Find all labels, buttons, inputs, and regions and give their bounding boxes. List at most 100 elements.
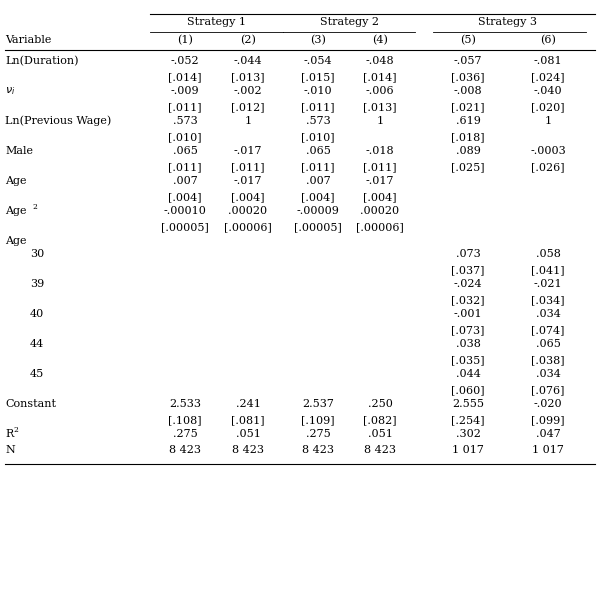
Text: Ln(Previous Wage): Ln(Previous Wage)	[5, 115, 111, 126]
Text: -.00009: -.00009	[297, 206, 339, 216]
Text: .051: .051	[368, 429, 393, 439]
Text: [.011]: [.011]	[301, 162, 335, 172]
Text: (2): (2)	[240, 35, 256, 45]
Text: [.00005]: [.00005]	[161, 222, 209, 232]
Text: [.036]: [.036]	[451, 72, 485, 82]
Text: .044: .044	[455, 369, 481, 379]
Text: .065: .065	[172, 146, 197, 156]
Text: -.002: -.002	[234, 86, 262, 96]
Text: -.017: -.017	[366, 176, 394, 186]
Text: 8 423: 8 423	[169, 445, 201, 455]
Text: -.020: -.020	[534, 399, 563, 409]
Text: 1: 1	[545, 116, 552, 126]
Text: -.00010: -.00010	[163, 206, 206, 216]
Text: [.00006]: [.00006]	[224, 222, 272, 232]
Text: .034: .034	[535, 369, 560, 379]
Text: -.048: -.048	[365, 56, 394, 66]
Text: [.011]: [.011]	[231, 162, 265, 172]
Text: [.026]: [.026]	[531, 162, 565, 172]
Text: .065: .065	[306, 146, 330, 156]
Text: .00020: .00020	[361, 206, 400, 216]
Text: -.052: -.052	[171, 56, 200, 66]
Text: 39: 39	[30, 279, 44, 289]
Text: [.021]: [.021]	[451, 102, 485, 112]
Text: (6): (6)	[540, 35, 556, 45]
Text: Age: Age	[5, 176, 27, 186]
Text: .034: .034	[535, 309, 560, 319]
Text: [.032]: [.032]	[451, 295, 485, 305]
Text: .007: .007	[306, 176, 330, 186]
Text: 2.555: 2.555	[452, 399, 484, 409]
Text: [.073]: [.073]	[451, 325, 485, 335]
Text: -.024: -.024	[453, 279, 482, 289]
Text: Age: Age	[5, 236, 27, 246]
Text: -.001: -.001	[453, 309, 482, 319]
Text: 1: 1	[244, 116, 251, 126]
Text: [.00006]: [.00006]	[356, 222, 404, 232]
Text: -.017: -.017	[234, 146, 262, 156]
Text: .007: .007	[172, 176, 197, 186]
Text: .051: .051	[236, 429, 260, 439]
Text: .073: .073	[456, 249, 481, 259]
Text: [.060]: [.060]	[451, 385, 485, 395]
Text: 2: 2	[13, 426, 18, 434]
Text: Constant: Constant	[5, 399, 56, 409]
Text: -.006: -.006	[365, 86, 394, 96]
Text: (3): (3)	[310, 35, 326, 45]
Text: [.011]: [.011]	[168, 102, 202, 112]
Text: [.037]: [.037]	[451, 265, 485, 275]
Text: [.024]: [.024]	[531, 72, 565, 82]
Text: Strategy 2: Strategy 2	[320, 17, 379, 27]
Text: (5): (5)	[460, 35, 476, 45]
Text: [.004]: [.004]	[363, 192, 397, 202]
Text: .00020: .00020	[229, 206, 268, 216]
Text: [.011]: [.011]	[168, 162, 202, 172]
Text: 45: 45	[30, 369, 44, 379]
Text: Strategy 3: Strategy 3	[479, 17, 537, 27]
Text: -.081: -.081	[534, 56, 563, 66]
Text: [.004]: [.004]	[231, 192, 265, 202]
Text: 8 423: 8 423	[232, 445, 264, 455]
Text: [.109]: [.109]	[301, 415, 335, 425]
Text: [.041]: [.041]	[531, 265, 565, 275]
Text: [.074]: [.074]	[531, 325, 565, 335]
Text: [.014]: [.014]	[168, 72, 202, 82]
Text: [.013]: [.013]	[231, 72, 265, 82]
Text: (1): (1)	[177, 35, 193, 45]
Text: 1: 1	[376, 116, 384, 126]
Text: [.013]: [.013]	[363, 102, 397, 112]
Text: [.108]: [.108]	[168, 415, 202, 425]
Text: .573: .573	[306, 116, 330, 126]
Text: 1 017: 1 017	[452, 445, 484, 455]
Text: 2: 2	[32, 203, 37, 211]
Text: 2.533: 2.533	[169, 399, 201, 409]
Text: R: R	[5, 429, 13, 439]
Text: Ln(Duration): Ln(Duration)	[5, 56, 78, 66]
Text: -.0003: -.0003	[530, 146, 566, 156]
Text: [.076]: [.076]	[531, 385, 565, 395]
Text: 1 017: 1 017	[532, 445, 564, 455]
Text: [.004]: [.004]	[301, 192, 335, 202]
Text: .275: .275	[172, 429, 197, 439]
Text: -.018: -.018	[365, 146, 394, 156]
Text: 44: 44	[30, 339, 44, 349]
Text: .047: .047	[535, 429, 560, 439]
Text: [.082]: [.082]	[363, 415, 397, 425]
Text: [.012]: [.012]	[231, 102, 265, 112]
Text: $\nu_i$: $\nu_i$	[5, 85, 15, 97]
Text: [.011]: [.011]	[301, 102, 335, 112]
Text: -.010: -.010	[304, 86, 332, 96]
Text: 2.537: 2.537	[302, 399, 334, 409]
Text: [.035]: [.035]	[451, 355, 485, 365]
Text: -.044: -.044	[234, 56, 262, 66]
Text: [.081]: [.081]	[231, 415, 265, 425]
Text: -.009: -.009	[171, 86, 200, 96]
Text: .038: .038	[455, 339, 481, 349]
Text: [.010]: [.010]	[301, 132, 335, 142]
Text: [.010]: [.010]	[168, 132, 202, 142]
Text: N: N	[5, 445, 14, 455]
Text: [.099]: [.099]	[531, 415, 565, 425]
Text: [.015]: [.015]	[301, 72, 335, 82]
Text: [.00005]: [.00005]	[294, 222, 342, 232]
Text: -.017: -.017	[234, 176, 262, 186]
